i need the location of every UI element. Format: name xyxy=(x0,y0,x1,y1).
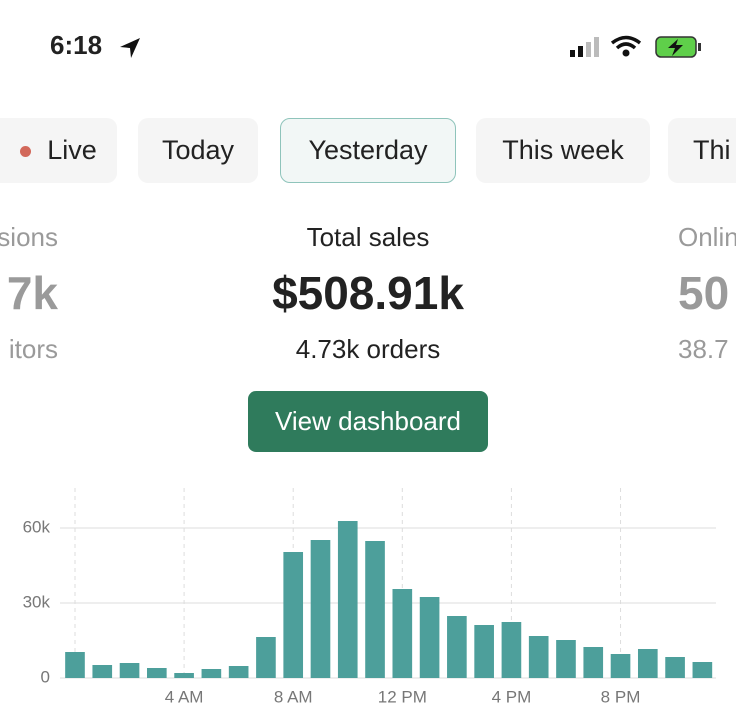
y-tick-label: 0 xyxy=(41,667,50,686)
bar xyxy=(528,636,549,678)
y-tick-label: 60k xyxy=(23,517,51,536)
bar xyxy=(692,662,713,678)
bar xyxy=(119,663,140,678)
metric-value: 7k xyxy=(6,267,58,319)
status-time: 6:18 xyxy=(50,30,103,60)
bar xyxy=(228,666,249,678)
tab-selected[interactable]: Yesterday xyxy=(280,118,456,183)
bar xyxy=(474,625,494,678)
bar xyxy=(501,622,522,678)
x-tick-label: 8 PM xyxy=(601,687,641,706)
metric-value: 50 xyxy=(678,267,730,319)
bar xyxy=(65,652,85,678)
bar xyxy=(447,616,467,678)
bar xyxy=(610,654,631,678)
tab[interactable]: Today xyxy=(138,118,258,183)
metric-label: sions xyxy=(0,222,58,252)
x-tick-label: 4 AM xyxy=(165,687,204,706)
x-tick-label: 8 AM xyxy=(274,687,313,706)
bar xyxy=(256,637,276,678)
location-icon xyxy=(120,38,140,58)
tab[interactable]: This week xyxy=(476,118,650,183)
tab[interactable]: Live xyxy=(0,118,117,183)
y-tick-label: 30k xyxy=(23,592,51,611)
metric-value: $508.91k xyxy=(272,267,464,319)
bar xyxy=(174,673,194,678)
status-icons xyxy=(570,35,701,58)
bar xyxy=(337,521,358,678)
metric-sub: 4.73k orders xyxy=(295,334,441,364)
view-dashboard-button[interactable]: View dashboard xyxy=(248,391,488,452)
bar xyxy=(365,541,385,678)
bar xyxy=(283,552,304,678)
bar xyxy=(92,665,113,678)
x-tick-label: 12 PM xyxy=(378,687,427,706)
metric-label: Total sales xyxy=(306,222,430,252)
chart: 0 30k 60k 4 AM 8 AM 12 PM 4 PM 8 PM xyxy=(23,488,716,706)
metric-label: Onlin xyxy=(678,222,736,252)
bar xyxy=(147,668,167,678)
tab[interactable]: Thi xyxy=(668,118,736,183)
bar xyxy=(665,657,685,678)
bar xyxy=(583,647,604,678)
bar xyxy=(201,669,222,678)
x-tick-label: 4 PM xyxy=(492,687,532,706)
metric-sub: 38.7 xyxy=(678,334,729,364)
bar xyxy=(310,540,331,678)
bar xyxy=(556,640,576,678)
bar xyxy=(637,649,658,678)
metric-sub: itors xyxy=(8,334,58,364)
bar xyxy=(392,589,413,678)
tab-label: Live xyxy=(47,135,97,165)
bar xyxy=(419,597,440,678)
